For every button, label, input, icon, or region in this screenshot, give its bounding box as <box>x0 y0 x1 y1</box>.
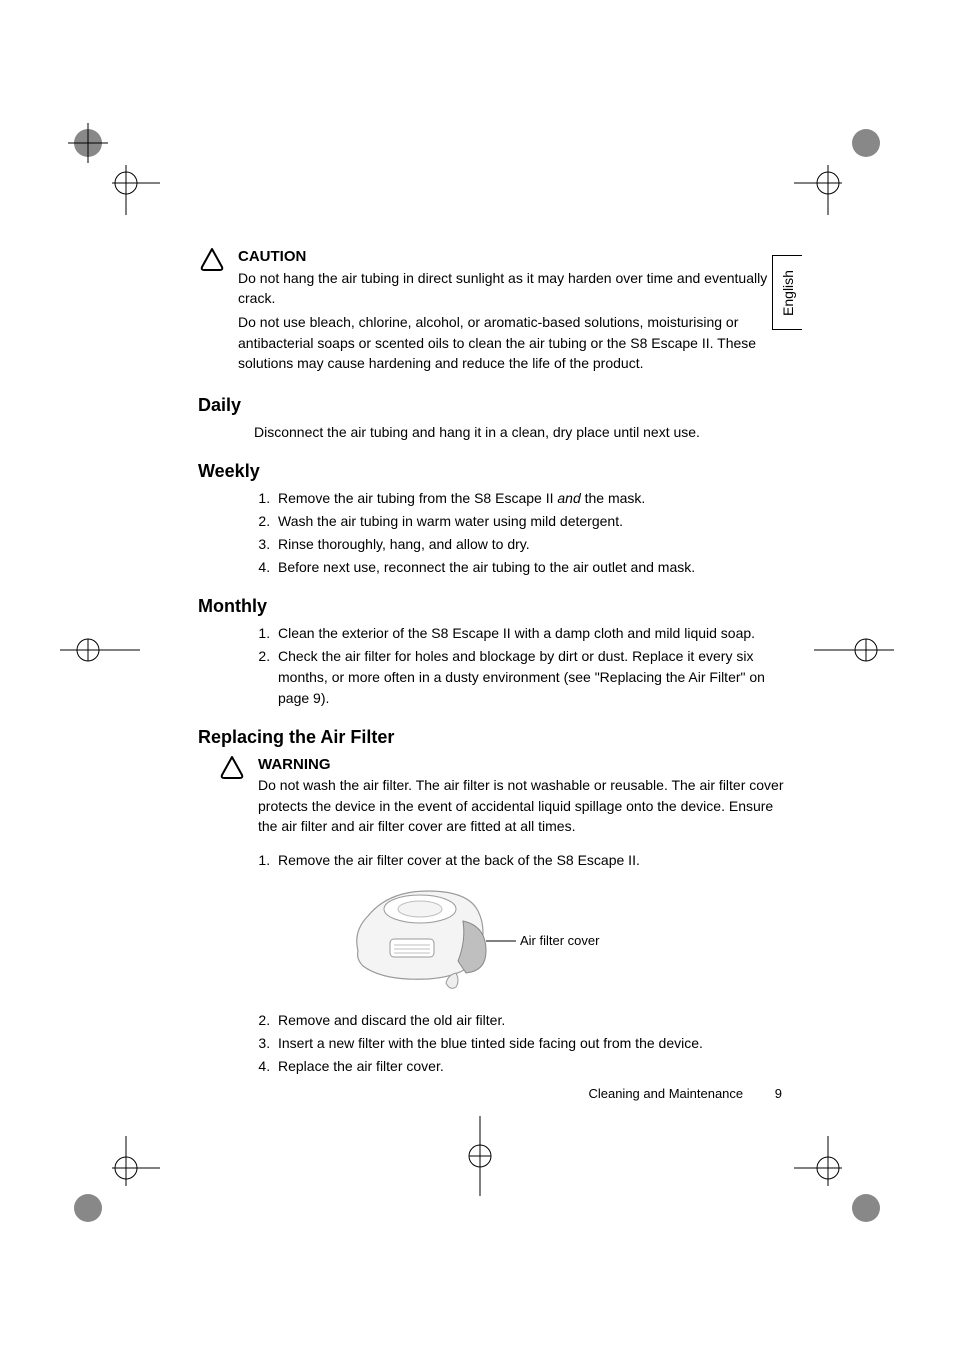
weekly-heading: Weekly <box>198 461 788 482</box>
replacing-list-1: Remove the air filter cover at the back … <box>254 850 788 871</box>
warning-callout: WARNING Do not wash the air filter. The … <box>218 754 788 841</box>
page: English CAUTION Do not hang the air tubi… <box>0 0 954 1351</box>
list-item: Remove the air tubing from the S8 Escape… <box>274 488 788 509</box>
daily-heading: Daily <box>198 395 788 416</box>
list-item: Remove the air filter cover at the back … <box>274 850 788 871</box>
warning-text: Do not wash the air filter. The air filt… <box>258 775 788 836</box>
crop-mark-top-left <box>60 115 160 215</box>
crop-mark-bottom-left <box>60 1136 160 1236</box>
content-area: CAUTION Do not hang the air tubing in di… <box>198 246 788 1079</box>
list-item: Check the air filter for holes and block… <box>274 646 788 709</box>
figure-label-text: Air filter cover <box>520 933 600 948</box>
footer-section: Cleaning and Maintenance <box>588 1086 743 1101</box>
daily-text: Disconnect the air tubing and hang it in… <box>254 422 788 442</box>
caution-icon <box>198 246 228 377</box>
caution-p2: Do not use bleach, chlorine, alcohol, or… <box>238 312 788 373</box>
crop-mark-mid-left <box>60 620 140 680</box>
caution-p1: Do not hang the air tubing in direct sun… <box>238 268 788 309</box>
list-item: Insert a new filter with the blue tinted… <box>274 1033 788 1054</box>
weekly-list: Remove the air tubing from the S8 Escape… <box>254 488 788 578</box>
air-filter-figure: Air filter cover <box>338 881 788 996</box>
list-item: Replace the air filter cover. <box>274 1056 788 1077</box>
crop-mark-mid-right <box>814 620 894 680</box>
monthly-list: Clean the exterior of the S8 Escape II w… <box>254 623 788 709</box>
caution-callout: CAUTION Do not hang the air tubing in di… <box>198 246 788 377</box>
page-footer: Cleaning and Maintenance 9 <box>588 1086 782 1101</box>
crop-mark-top-right <box>794 115 894 215</box>
list-item: Remove and discard the old air filter. <box>274 1010 788 1031</box>
crop-mark-mid-bottom <box>450 1116 510 1196</box>
footer-page-number: 9 <box>775 1086 782 1101</box>
list-item: Wash the air tubing in warm water using … <box>274 511 788 532</box>
warning-title: WARNING <box>258 754 788 776</box>
list-item: Clean the exterior of the S8 Escape II w… <box>274 623 788 644</box>
warning-icon <box>218 754 248 841</box>
crop-mark-bottom-right <box>794 1136 894 1236</box>
list-item: Before next use, reconnect the air tubin… <box>274 557 788 578</box>
monthly-heading: Monthly <box>198 596 788 617</box>
list-item: Rinse thoroughly, hang, and allow to dry… <box>274 534 788 555</box>
replacing-heading: Replacing the Air Filter <box>198 727 788 748</box>
caution-title: CAUTION <box>238 246 788 268</box>
replacing-list-2: Remove and discard the old air filter. I… <box>254 1010 788 1077</box>
